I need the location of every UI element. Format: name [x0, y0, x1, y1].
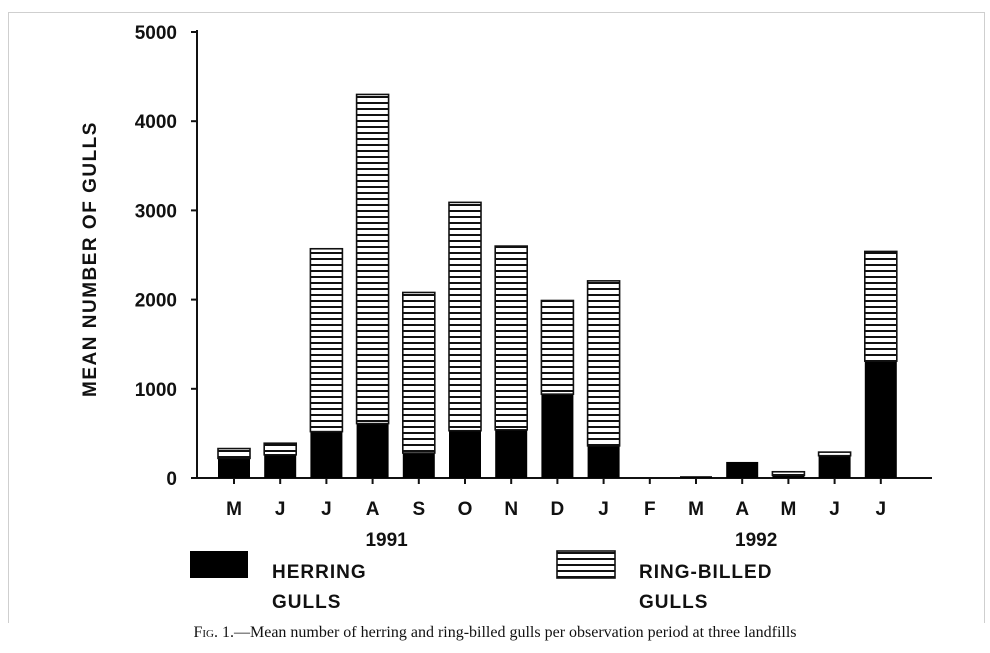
axis-labels: 0 1000 2000 3000 4000 5000 MEAN NUMBER OF GULL… — [80, 23, 886, 551]
year-label: 1992 — [735, 530, 777, 551]
caption-text: —Mean number of herring and ring-billed … — [234, 624, 797, 641]
legend: HERRING GULLS RING-BILLED GULLS — [190, 550, 772, 613]
bar-ring-billed-gulls — [263, 442, 298, 456]
x-tick-label: J — [275, 499, 286, 520]
year-label: 1991 — [365, 530, 408, 551]
bar-ring-billed-gulls — [817, 451, 852, 457]
legend-label-line2: GULLS — [639, 592, 708, 613]
figure-caption: Fig. 1.—Mean number of herring and ring-… — [0, 624, 990, 642]
x-tick-label: M — [688, 499, 704, 520]
legend-label-line2: GULLS — [272, 592, 341, 613]
bar-ring-billed-gulls — [448, 201, 482, 432]
bars — [217, 93, 898, 478]
y-tick-label: 5000 — [135, 23, 177, 44]
y-tick-label: 0 — [166, 469, 177, 490]
bar-ring-billed-gulls — [540, 299, 575, 395]
bar-ring-billed-gulls — [401, 291, 436, 454]
x-tick-label: F — [644, 499, 656, 520]
bar-ring-billed-gulls — [309, 247, 344, 433]
bar-herring-gulls — [495, 429, 528, 478]
figure-frame — [8, 12, 985, 623]
bar-herring-gulls — [264, 454, 297, 478]
legend-swatch — [556, 550, 616, 579]
chart-area: 0 1000 2000 3000 4000 5000 MEAN NUMBER OF GULL… — [80, 23, 932, 613]
legend-label-line1: RING-BILLED — [639, 562, 772, 583]
x-tick-label: N — [504, 499, 518, 520]
bar-ring-billed-gulls — [771, 470, 806, 477]
x-tick-label: J — [598, 499, 609, 520]
y-tick-label: 2000 — [135, 291, 177, 312]
bar-herring-gulls — [310, 431, 343, 478]
y-tick-label: 3000 — [135, 201, 177, 222]
bar-herring-gulls — [541, 394, 574, 478]
x-tick-label: S — [412, 499, 425, 520]
bar-ring-billed-gulls — [217, 447, 251, 460]
bar-herring-gulls — [402, 453, 435, 478]
bar-herring-gulls — [449, 430, 481, 478]
bar-ring-billed-gulls — [494, 245, 529, 431]
x-tick-label: J — [876, 499, 887, 520]
x-tick-label: A — [366, 499, 380, 520]
bar-herring-gulls — [356, 423, 389, 478]
x-tick-label: D — [551, 499, 565, 520]
legend-swatch — [190, 551, 248, 578]
y-tick-label: 4000 — [135, 112, 177, 133]
x-tick-label: O — [458, 499, 473, 520]
x-tick-label: M — [780, 499, 796, 520]
bar-herring-gulls — [587, 445, 620, 478]
bar-ring-billed-gulls — [355, 93, 390, 425]
bar-herring-gulls — [818, 455, 851, 478]
x-tick-label: M — [226, 499, 242, 520]
x-tick-label: J — [829, 499, 840, 520]
bar-herring-gulls — [864, 361, 897, 478]
legend-label-line1: HERRING — [272, 562, 367, 583]
x-tick-label: J — [321, 499, 332, 520]
y-tick-label: 1000 — [135, 380, 177, 401]
bar-herring-gulls — [680, 476, 712, 478]
bar-ring-billed-gulls — [586, 280, 621, 447]
bar-herring-gulls — [726, 461, 759, 478]
bar-herring-gulls — [218, 458, 250, 478]
x-tick-label: A — [735, 499, 749, 520]
bar-herring-gulls — [772, 475, 805, 478]
y-axis-title: MEAN NUMBER OF GULLS — [80, 121, 101, 397]
caption-lead: Fig. 1. — [193, 624, 234, 641]
bar-ring-billed-gulls — [863, 250, 898, 362]
